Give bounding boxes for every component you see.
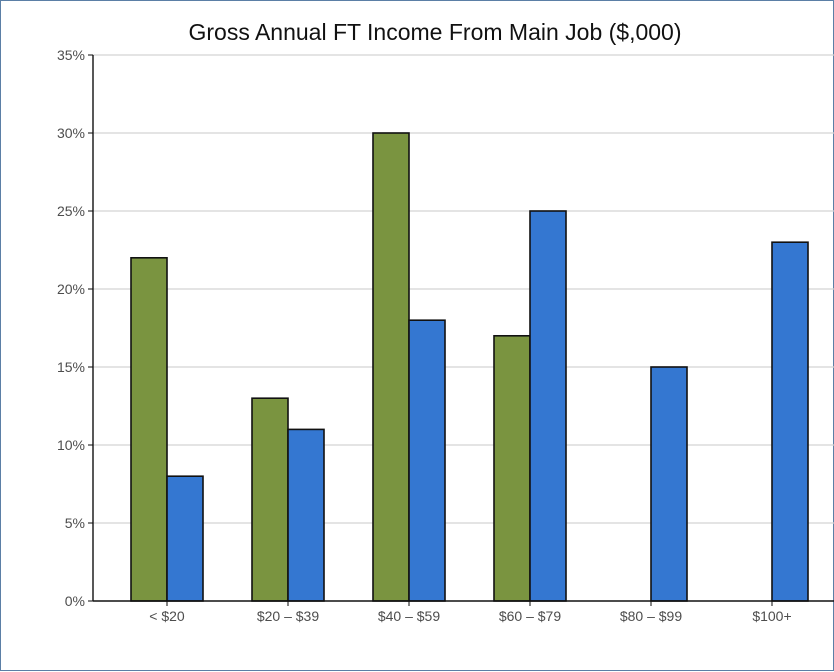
gridlines xyxy=(93,54,834,524)
bar-series-2 xyxy=(529,210,567,602)
x-tick-label: $40 – $59 xyxy=(378,608,440,624)
y-tick-label: 0% xyxy=(65,593,85,609)
y-tick-label: 20% xyxy=(57,281,85,297)
y-tick-label: 5% xyxy=(65,515,85,531)
tick-labels: 0% 5% 10% 15% 20% 25% 30% 35% < $20 $20 – $39 $40 … xyxy=(57,47,792,624)
y-tick-label: 30% xyxy=(57,125,85,141)
bar-series-1 xyxy=(251,397,289,602)
axes xyxy=(88,54,834,606)
x-tick-label: $20 – $39 xyxy=(257,608,319,624)
x-tick-label: $100+ xyxy=(752,608,791,624)
bar-series-1 xyxy=(372,132,410,602)
y-tick-label: 25% xyxy=(57,203,85,219)
bar-series-2 xyxy=(166,475,204,602)
bar-series-1 xyxy=(493,334,531,602)
bar-series-1 xyxy=(130,256,168,602)
x-tick-label: $60 – $79 xyxy=(499,608,561,624)
y-tick-label: 15% xyxy=(57,359,85,375)
bar-series-2 xyxy=(650,366,688,602)
y-tick-label: 10% xyxy=(57,437,85,453)
x-tick-label: < $20 xyxy=(149,608,185,624)
chart-title: Gross Annual FT Income From Main Job ($,… xyxy=(188,19,682,45)
bar-series-2 xyxy=(408,319,446,602)
x-tick-label: $80 – $99 xyxy=(620,608,682,624)
bar-series-2 xyxy=(771,241,809,602)
y-tick-label: 35% xyxy=(57,47,85,63)
bar-series-2 xyxy=(287,428,325,602)
